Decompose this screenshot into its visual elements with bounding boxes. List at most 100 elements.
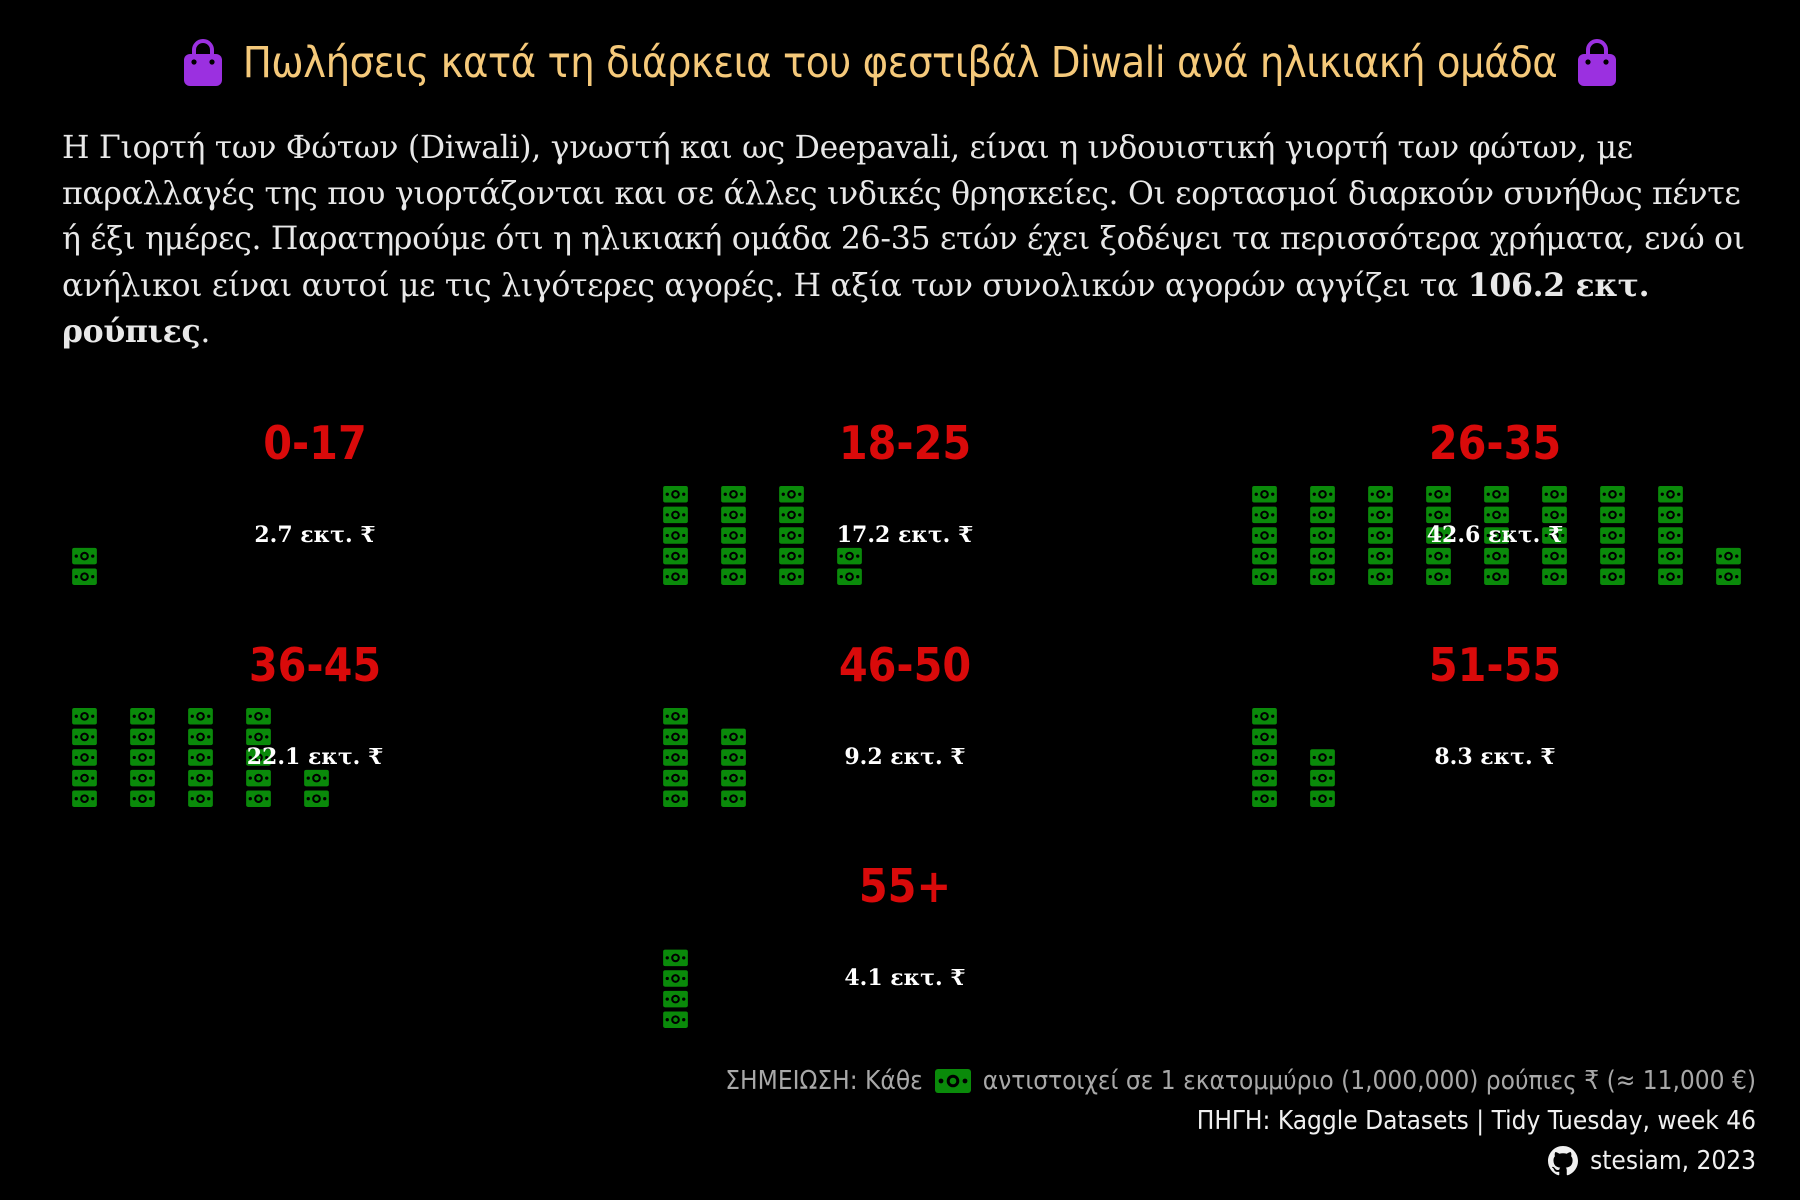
money-bill-icon [779,486,804,503]
money-bill-icon [1600,527,1625,544]
money-bill-icon [188,728,213,746]
money-bill-icon [72,790,97,807]
group-18-25: 18-25 17.2 εκτ. ₹ [663,416,973,585]
note-suffix: αντιστοιχεί σε 1 εκατομμύριο (1,000,000)… [982,1066,1756,1096]
money-bill-icon [1716,547,1741,565]
group-label: 51-55 [1429,638,1561,692]
money-bill-icon [779,506,804,524]
money-bill-icon [1252,728,1277,746]
money-bill-icon [72,749,97,766]
money-bill-icon [1368,547,1393,565]
money-bill-icon [1658,506,1683,524]
money-bill-icon [663,949,688,967]
group-36-45: 36-45 22.1 εκτ. ₹ [72,638,383,807]
description-text: Η Γιορτή των Φώτων (Diwali), γνωστή και … [62,130,1745,304]
money-bill-icon [1484,547,1509,565]
money-bill-icon [72,547,97,565]
money-bill-icon [246,790,271,807]
chart-title: Πωλήσεις κατά τη διάρκεια του φεστιβάλ D… [242,38,1558,88]
money-bill-icon [130,708,155,725]
money-bill-icon [1310,568,1335,585]
money-bill-icon [1252,486,1277,503]
money-bill-icon [1542,486,1567,503]
group-label: 18-25 [839,416,971,470]
group-value-label: 9.2 εκτ. ₹ [844,744,965,770]
money-bill-icon [663,1011,688,1028]
money-bill-icon [1252,506,1277,524]
money-bill-icon [246,708,271,725]
money-bill-icon [663,990,688,1008]
money-bill-icon [933,1066,973,1096]
money-bill-icon [663,970,688,987]
money-bill-icon [1252,749,1277,766]
shopping-bag-icon [1578,39,1617,86]
money-bill-icon [721,749,746,766]
money-bill-icon [779,547,804,565]
money-bill-icon [663,749,688,766]
money-bill-icon [130,769,155,787]
money-bill-icon [1368,568,1393,585]
groups-layer: 0-17 2.7 εκτ. ₹ 18-25 17.2 εκτ. ₹ 26-35 42.6 … [72,416,1741,1028]
footer-source: ΠΗΓΗ: Kaggle Datasets | Tidy Tuesday, we… [1197,1106,1756,1136]
chart-title-row: Πωλήσεις κατά τη διάρκεια του φεστιβάλ D… [0,38,1800,88]
money-bill-icon [72,568,97,585]
money-bill-icon [721,728,746,746]
money-bill-icon [721,527,746,544]
group-value-label: 4.1 εκτ. ₹ [844,965,965,991]
money-bill-icon [663,486,688,503]
group-label: 26-35 [1429,416,1561,470]
money-bill-icon [1426,506,1451,524]
money-bill-icon [72,769,97,787]
description-total: 106.2 εκτ. ρούπιες [62,266,1650,351]
money-bill-icon [1658,527,1683,544]
money-bill-icon [130,728,155,746]
money-bill-icon [663,547,688,565]
group-value-label: 8.3 εκτ. ₹ [1434,744,1555,770]
money-bill-icon [1716,568,1741,585]
money-bill-icon [721,790,746,807]
money-bill-icon [130,749,155,766]
money-bill-icon [1426,568,1451,585]
group-label: 0-17 [263,416,367,470]
money-bill-icon [1252,769,1277,787]
money-bill-icon [246,728,271,746]
chart-description: Η Γιορτή των Φώτων (Diwali), γνωστή και … [62,126,1762,356]
money-bill-icon [779,527,804,544]
money-bill-icon [837,568,862,585]
money-bill-icon [1542,547,1567,565]
money-bill-icon [721,568,746,585]
money-bill-icon [663,790,688,807]
group-value-label: 22.1 εκτ. ₹ [247,744,384,770]
money-bill-icon [246,769,271,787]
money-bill-icon [188,749,213,766]
money-bill-icon [1484,568,1509,585]
group-value-label: 2.7 εκτ. ₹ [254,522,375,548]
group-26-35: 26-35 42.6 εκτ. ₹ [1252,416,1741,585]
money-bill-icon [721,486,746,503]
money-bill-icon [1658,568,1683,585]
group-label: 55+ [859,859,951,913]
group-55+: 55+ 4.1 εκτ. ₹ [663,859,966,1028]
money-bill-icon [304,790,329,807]
money-bill-icon [1252,568,1277,585]
money-bill-icon [1368,506,1393,524]
money-bill-icon [1310,547,1335,565]
money-bill-icon [663,568,688,585]
money-bill-icon [663,769,688,787]
description-end: . [200,314,211,350]
money-bill-icon [1368,486,1393,503]
money-bill-icon [130,790,155,807]
money-bill-icon [663,728,688,746]
money-bill-icon [1658,486,1683,503]
group-0-17: 0-17 2.7 εκτ. ₹ [72,416,376,585]
money-bill-icon [1368,527,1393,544]
group-value-label: 17.2 εκτ. ₹ [837,522,974,548]
source-text: ΠΗΓΗ: Kaggle Datasets | Tidy Tuesday, we… [1196,1106,1756,1136]
money-bill-icon [1310,769,1335,787]
money-bill-icon [188,769,213,787]
group-label: 36-45 [249,638,381,692]
note-prefix: ΣΗΜΕΙΩΣΗ: Κάθε [725,1066,923,1096]
money-bill-icon [1426,486,1451,503]
money-bill-icon [1484,506,1509,524]
money-bill-icon [721,769,746,787]
